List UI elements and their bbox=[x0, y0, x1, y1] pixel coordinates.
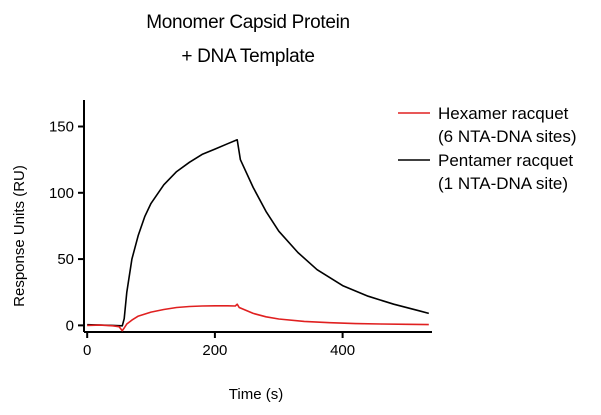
series-line-hexamer bbox=[87, 303, 429, 332]
series-line-pentamer bbox=[87, 139, 430, 327]
y-axis-label: Response Units (RU) bbox=[11, 165, 28, 307]
y-tick-label-100: 100 bbox=[49, 185, 74, 202]
x-axis-label: Time (s) bbox=[229, 386, 283, 403]
chart-title-line-1: Monomer Capsid Protein bbox=[146, 12, 350, 33]
y-tick-label-50: 50 bbox=[57, 251, 74, 268]
x-tick-label-200: 200 bbox=[202, 342, 227, 359]
chart-title: Monomer Capsid Protein + DNA Template bbox=[146, 12, 350, 67]
x-tick-label-0: 0 bbox=[83, 342, 91, 359]
legend-entry-pentamer: Pentamer racquet (1 NTA-DNA site) bbox=[398, 151, 573, 193]
legend-label-hexamer-line-2: (6 NTA-DNA sites) bbox=[438, 127, 577, 146]
legend-label-pentamer-line-1: Pentamer racquet bbox=[438, 151, 573, 170]
y-tick-label-0: 0 bbox=[66, 317, 74, 334]
y-tick-label-150: 150 bbox=[49, 119, 74, 136]
legend: Hexamer racquet (6 NTA-DNA sites) Pentam… bbox=[398, 104, 577, 193]
axes: 0 50 100 150 0 200 400 bbox=[49, 100, 432, 359]
y-ticks: 0 50 100 150 bbox=[49, 119, 84, 334]
x-tick-label-400: 400 bbox=[330, 342, 355, 359]
legend-label-hexamer-line-1: Hexamer racquet bbox=[438, 104, 569, 123]
chart-title-line-2: + DNA Template bbox=[181, 46, 314, 67]
x-ticks: 0 200 400 bbox=[83, 332, 355, 359]
series-layer bbox=[87, 139, 430, 332]
legend-label-pentamer-line-2: (1 NTA-DNA site) bbox=[438, 174, 568, 193]
legend-entry-hexamer: Hexamer racquet (6 NTA-DNA sites) bbox=[398, 104, 577, 146]
